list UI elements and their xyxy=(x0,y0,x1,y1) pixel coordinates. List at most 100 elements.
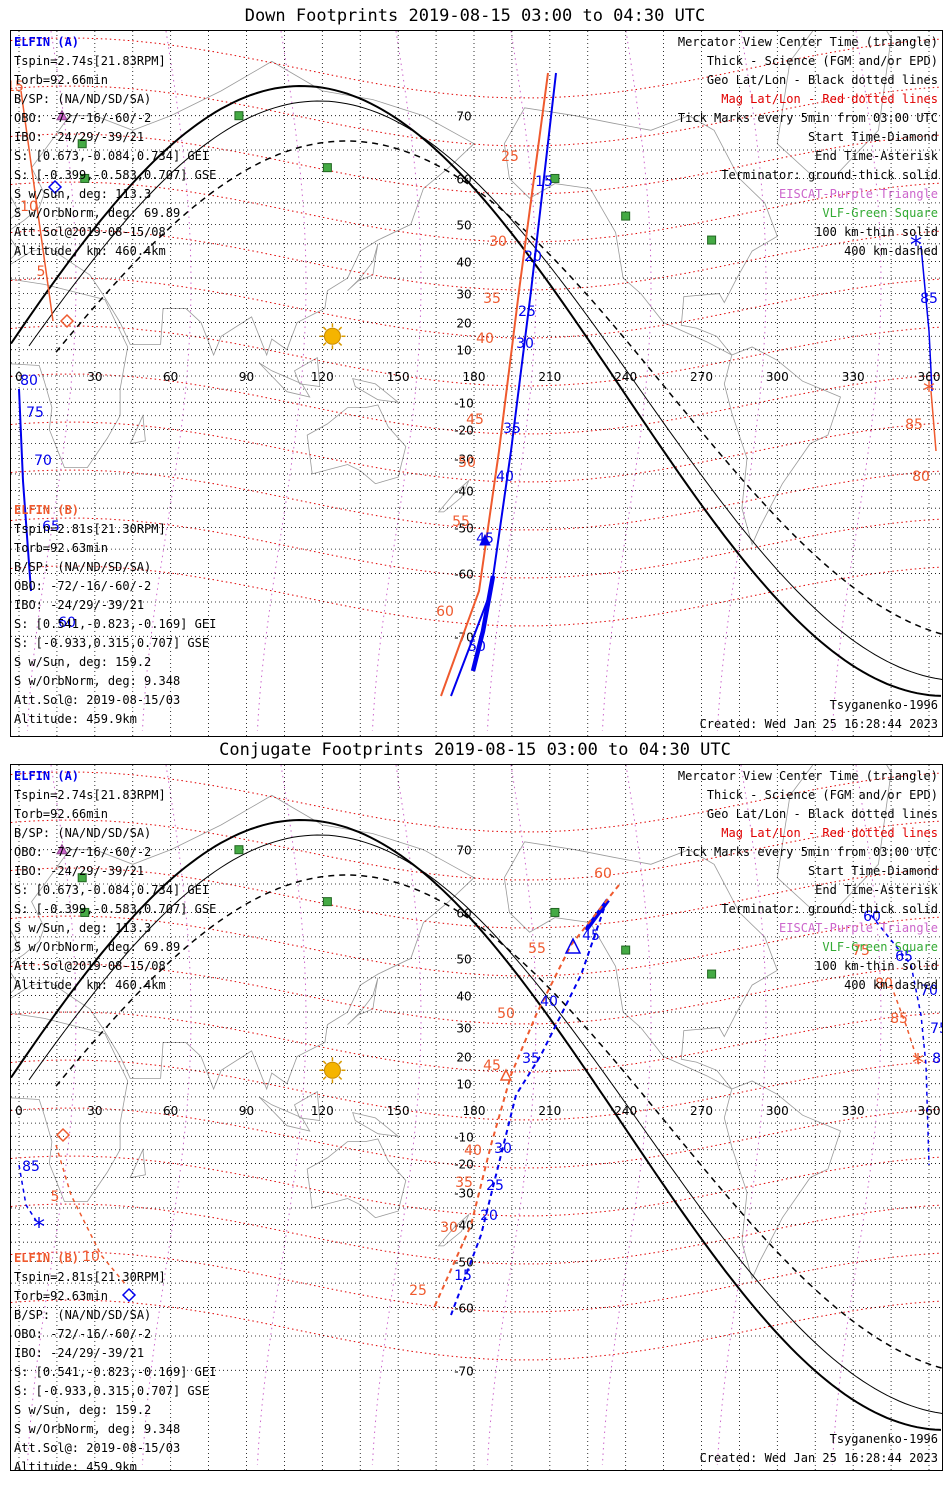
lat-tick-label: 30 xyxy=(456,288,471,302)
land-outline xyxy=(776,765,892,913)
sun-ray xyxy=(338,1076,343,1080)
lon-tick-label: 30 xyxy=(87,370,102,384)
legend-item: Mercator View Center Time (triangle) xyxy=(677,35,938,49)
elfin-b-line: Att.Sol@: 2019-08-15/03 xyxy=(14,693,181,707)
elfin-a-tick-label: 30 xyxy=(516,336,534,352)
land-outline xyxy=(306,404,407,485)
legend-item: Start Time-Diamond xyxy=(807,864,938,878)
legend: Mercator View Center Time (triangle) Thi… xyxy=(678,33,938,261)
mag-lat-line xyxy=(11,1011,942,1073)
elfin-a-label: ELFIN (A) xyxy=(14,769,80,783)
elfin-b-line: OBO: -72/-16/-60/-2 xyxy=(14,579,152,593)
elfin-a-line: Altitude, km: 460.4km xyxy=(14,978,166,992)
elfin-b-edge-label: 85 xyxy=(905,417,923,433)
lon-tick-label: 180 xyxy=(463,370,486,384)
lat-tick-label: 10 xyxy=(456,344,471,358)
vlf-square-icon xyxy=(322,163,332,173)
lon-tick-label: 0 xyxy=(15,1104,23,1118)
elfin-a-tick-label: 20 xyxy=(480,1208,498,1224)
legend-item: Geo Lat/Lon - Black dotted lines xyxy=(706,807,938,821)
vlf-square-icon xyxy=(621,211,631,221)
lon-tick-label: 90 xyxy=(239,1104,254,1118)
vlf-square-icon xyxy=(77,873,87,883)
elfin-a-tick-label: 30 xyxy=(494,1141,512,1157)
elfin-b-line: Att.Sol@: 2019-08-15/03 xyxy=(14,1441,181,1455)
sun-icon xyxy=(323,327,341,345)
legend-item: End Time-Asterisk xyxy=(815,149,938,163)
elfin-a-edge-label: 60 xyxy=(863,909,881,925)
eiscat-triangle-icon xyxy=(56,843,68,855)
elfin-a-start-diamond-icon xyxy=(121,1287,137,1303)
elfin-b-tick-label: 50 xyxy=(458,455,476,471)
elfin-b-label: ELFIN (B) xyxy=(14,503,80,517)
legend-item: Start Time-Diamond xyxy=(807,130,938,144)
land-outline xyxy=(723,346,841,546)
mag-lat-line xyxy=(11,421,942,483)
elfin-b-line: Torb=92.63min xyxy=(14,541,108,555)
lon-tick-label: 0 xyxy=(15,370,23,384)
elfin-b-tick-label: 50 xyxy=(497,1006,515,1022)
elfin-b-tick-label: 25 xyxy=(501,149,519,165)
lon-tick-label: 240 xyxy=(614,1104,637,1118)
terminator-100km xyxy=(28,100,942,680)
down-footprints-map: 0 30 60 90 120 150 180 210 240 270 300 330 360 70 60 50… xyxy=(11,31,942,736)
created-label: Created: Wed Jan 25 16:28:44 2023 xyxy=(699,1451,938,1465)
legend-item: Thick - Science (FGM and/or EPD) xyxy=(706,788,938,802)
elfin-b-line: S w/Sun, deg: 159.2 xyxy=(14,655,152,669)
elfin-b-line: IBO: -24/29/-39/21 xyxy=(14,1346,145,1360)
land-outline xyxy=(306,1138,407,1219)
legend-item: Tick Marks every 5min from 03:00 UTC xyxy=(677,111,938,125)
elfin-b-line: B/SP: (NA/ND/SD/SA) xyxy=(14,560,152,574)
elfin-a-info: ELFIN (A) Tspin=2.74s[21.83RPM] Torb=92.… xyxy=(14,767,216,995)
elfin-a-tick-label: 40 xyxy=(540,994,558,1010)
land-outline xyxy=(503,107,778,356)
vlf-square-icon xyxy=(234,111,244,121)
vlf-square-icon xyxy=(234,845,244,855)
lon-tick-label: 150 xyxy=(387,370,410,384)
lat-tick-label: -50 xyxy=(454,522,474,536)
eiscat-triangle-icon xyxy=(56,109,68,121)
legend-item: EISCAT-Purple Triangle xyxy=(779,921,938,935)
elfin-a-end-asterisk-icon: * xyxy=(33,1213,45,1241)
land-outline xyxy=(776,31,892,179)
elfin-a-edge-label: 85 xyxy=(22,1159,40,1175)
elfin-a-edge-track xyxy=(18,388,32,592)
elfin-a-line: S w/Sun, deg: 113.3 xyxy=(14,921,152,935)
legend-item: 400 km-dashed xyxy=(844,978,938,992)
land-outline xyxy=(11,278,129,469)
elfin-a-line: S: [0.673,-0.084,0.734] GEI xyxy=(14,883,210,897)
elfin-b-line: IBO: -24/29/-39/21 xyxy=(14,598,145,612)
elfin-a-edge-label: 75 xyxy=(930,1021,942,1037)
sun-icon xyxy=(323,1061,341,1079)
elfin-a-line: S: [0.673,-0.084,0.734] GEI xyxy=(14,149,210,163)
elfin-a-line: Tspin=2.74s[21.83RPM] xyxy=(14,54,166,68)
elfin-a-line: S w/Sun, deg: 113.3 xyxy=(14,187,152,201)
lat-tick-label: -20 xyxy=(454,1157,474,1171)
elfin-a-edge-track xyxy=(18,1164,40,1226)
elfin-a-tick-label: 25 xyxy=(486,1178,504,1194)
elfin-a-line: Torb=92.66min xyxy=(14,73,108,87)
elfin-b-track xyxy=(432,884,620,1311)
vlf-square-icon xyxy=(550,173,560,183)
land-outline xyxy=(437,480,470,513)
elfin-b-center-triangle-icon xyxy=(499,1068,513,1081)
elfin-a-end-asterisk-icon: * xyxy=(910,231,922,259)
elfin-b-end-asterisk-icon: * xyxy=(912,1049,924,1077)
conjugate-footprints-panel: 0 30 60 90 120 150 180 210 240 270 300 330 360 70 60 50… xyxy=(10,764,943,1471)
elfin-b-start-diamond-icon xyxy=(55,1127,71,1143)
legend-item: VLF-Green Square xyxy=(822,206,938,220)
legend: Mercator View Center Time (triangle) Thi… xyxy=(678,767,938,995)
legend-item: 100 km-thin solid xyxy=(815,959,938,973)
elfin-a-line: Torb=92.66min xyxy=(14,807,108,821)
elfin-a-line: OBO: -72/-16/-60/-2 xyxy=(14,845,152,859)
elfin-b-line: Torb=92.63min xyxy=(14,1289,108,1303)
elfin-a-start-diamond-icon xyxy=(47,179,63,195)
elfin-a-tick-label: 45 xyxy=(582,928,600,944)
lat-tick-label: -10 xyxy=(454,1130,474,1144)
elfin-b-start-diamond-icon xyxy=(59,313,75,329)
elfin-b-tick-label: 45 xyxy=(483,1058,501,1074)
elfin-b-tick-label: 35 xyxy=(483,291,501,307)
elfin-a-line: Altitude, km: 460.4km xyxy=(14,244,166,258)
elfin-a-tick-label: 35 xyxy=(522,1051,540,1067)
elfin-b-tick-label: 30 xyxy=(440,1220,458,1236)
